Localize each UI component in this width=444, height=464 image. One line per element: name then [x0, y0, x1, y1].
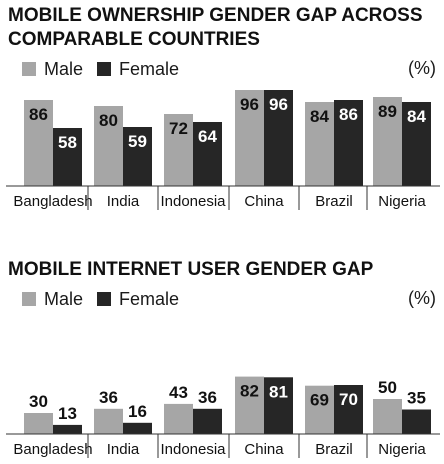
- value-label-female-brazil: 70: [339, 390, 358, 409]
- category-label-nigeria: Nigeria: [378, 441, 426, 458]
- legend-item-female: Female: [97, 59, 179, 80]
- value-label-male-brazil: 69: [310, 391, 329, 410]
- chart-title: MOBILE INTERNET USER GENDER GAP: [8, 259, 374, 280]
- bar-male-brazil: [305, 102, 334, 186]
- category-label-brazil: Brazil: [315, 441, 353, 458]
- bar-female-china: [264, 90, 293, 186]
- bar-male-nigeria: [373, 97, 402, 186]
- legend-item-male: Male: [22, 59, 83, 80]
- legend-swatch-female: [97, 292, 112, 306]
- value-label-male-indonesia: 72: [169, 119, 188, 138]
- value-label-male-india: 80: [99, 111, 118, 130]
- value-label-male-nigeria: 50: [378, 378, 397, 397]
- bar-female-india: [123, 422, 152, 434]
- unit-label: (%): [408, 58, 436, 78]
- category-label-india: India: [107, 193, 140, 210]
- value-label-male-indonesia: 43: [169, 383, 188, 402]
- bar-female-brazil: [334, 385, 363, 434]
- legend-swatch-male: [22, 62, 36, 76]
- bar-female-indonesia: [193, 408, 222, 434]
- bar-male-bangladesh: [24, 100, 53, 186]
- bar-female-nigeria: [402, 102, 431, 186]
- value-label-female-china: 81: [269, 382, 288, 401]
- value-label-female-indonesia: 36: [198, 388, 217, 407]
- value-label-female-indonesia: 64: [198, 127, 217, 146]
- legend-item-male: Male: [22, 289, 83, 310]
- value-label-female-nigeria: 84: [407, 107, 426, 126]
- bar-male-nigeria: [373, 399, 402, 434]
- bar-male-brazil: [305, 385, 334, 434]
- ownership-chart: 86 58 Bangladesh 80 59 India 72 64 Indonesia 96 96…: [6, 90, 440, 210]
- category-label-indonesia: Indonesia: [160, 193, 226, 210]
- legend-label-female: Female: [119, 288, 180, 309]
- legend-item-female: Female: [97, 289, 179, 310]
- bar-female-brazil: [334, 100, 363, 186]
- ownership-chart-panel: 86 58 Bangladesh 80 59 India 72 64 Indonesia 96 96…: [6, 5, 440, 210]
- category-label-bangladesh: Bangladesh: [13, 193, 92, 210]
- bar-female-india: [123, 127, 152, 186]
- category-label-brazil: Brazil: [315, 193, 353, 210]
- chart-legend: Male Female: [22, 58, 193, 80]
- legend-swatch-female: [97, 62, 112, 76]
- internet-chart: 30 13 Bangladesh 36 16 India 43 36 Indonesia 82 81…: [6, 376, 440, 458]
- category-label-bangladesh: Bangladesh: [13, 441, 92, 458]
- value-label-female-bangladesh: 13: [58, 404, 77, 423]
- category-label-nigeria: Nigeria: [378, 193, 426, 210]
- category-label-india: India: [107, 441, 140, 458]
- value-label-male-brazil: 84: [310, 107, 329, 126]
- bar-male-india: [94, 408, 123, 434]
- internet-chart-panel: 30 13 Bangladesh 36 16 India 43 36 Indonesia 82 81…: [0, 232, 444, 464]
- bar-female-indonesia: [193, 122, 222, 186]
- legend-swatch-male: [22, 292, 36, 306]
- bar-female-bangladesh: [53, 424, 82, 434]
- value-label-female-brazil: 86: [339, 105, 358, 124]
- bar-female-china: [264, 377, 293, 434]
- bar-male-china: [235, 376, 264, 434]
- value-label-male-bangladesh: 86: [29, 105, 48, 124]
- value-label-male-bangladesh: 30: [29, 392, 48, 411]
- value-label-male-nigeria: 89: [378, 102, 397, 121]
- chart-legend: Male Female: [22, 288, 193, 310]
- value-label-male-india: 36: [99, 388, 118, 407]
- chart-title: MOBILE OWNERSHIP GENDER GAP ACROSS COMPA…: [8, 5, 423, 50]
- value-label-male-china: 82: [240, 382, 259, 401]
- bar-male-india: [94, 106, 123, 186]
- value-label-female-india: 16: [128, 402, 147, 421]
- bar-male-indonesia: [164, 114, 193, 186]
- value-label-female-china: 96: [269, 95, 288, 114]
- bar-male-indonesia: [164, 403, 193, 434]
- unit-label: (%): [408, 288, 436, 308]
- category-label-indonesia: Indonesia: [160, 441, 226, 458]
- value-label-female-bangladesh: 58: [58, 133, 77, 152]
- bar-female-nigeria: [402, 409, 431, 434]
- value-label-male-china: 96: [240, 95, 259, 114]
- legend-label-male: Male: [44, 58, 84, 79]
- category-label-china: China: [244, 441, 284, 458]
- value-label-female-nigeria: 35: [407, 389, 426, 408]
- legend-label-male: Male: [44, 288, 84, 309]
- value-label-female-india: 59: [128, 132, 147, 151]
- bar-male-china: [235, 90, 264, 186]
- category-label-china: China: [244, 193, 284, 210]
- legend-label-female: Female: [119, 58, 180, 79]
- bar-female-bangladesh: [53, 128, 82, 186]
- bar-male-bangladesh: [24, 413, 53, 434]
